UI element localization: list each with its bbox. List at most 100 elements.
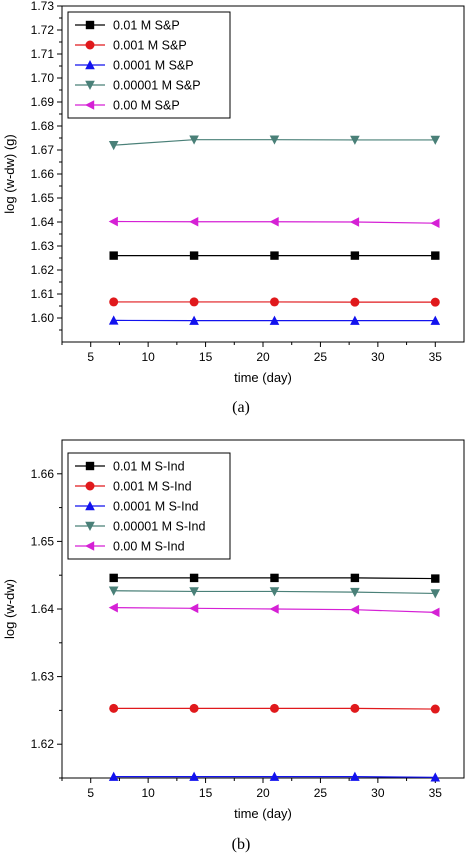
chart-b-y-axis-label: log (w-dw) <box>2 579 17 639</box>
chart-a-series-4-point <box>108 216 118 227</box>
chart-b-series-0-point <box>270 573 279 583</box>
chart-b-x-tick-label: 20 <box>256 786 270 800</box>
chart-b-series-2-point <box>108 771 119 781</box>
chart-a-series-0-point <box>189 251 199 260</box>
chart-b-x-tick-label: 5 <box>87 786 94 800</box>
chart-a-series-1-point <box>189 297 199 307</box>
chart-b-series-2-point <box>269 771 280 781</box>
chart-a-series-3-point <box>350 135 360 145</box>
chart-b-series-4-point <box>189 603 199 614</box>
chart-b-series-1-point <box>189 703 199 713</box>
chart-b-x-tick-label: 35 <box>429 786 443 800</box>
chart-b-series-3-point <box>189 587 199 597</box>
chart-b-y-tick-label: 1.63 <box>31 670 55 684</box>
chart-b-y-tick-label: 1.62 <box>31 737 55 751</box>
chart-a-series-4-point <box>189 216 199 227</box>
chart-a-series-4-point <box>269 216 279 227</box>
chart-a-series-1-point <box>350 297 360 307</box>
chart-b-series-2-point <box>189 771 199 781</box>
chart-a-legend-swatch-marker <box>85 100 95 110</box>
chart-b-legend-swatch-marker <box>85 481 95 491</box>
chart-b-legend-swatch-marker <box>85 461 95 471</box>
chart-b-series-4-point <box>108 602 118 613</box>
chart-b-series-1-point <box>430 704 440 714</box>
chart-a-series-1-point <box>430 297 440 307</box>
chart-b-y-tick-label: 1.66 <box>31 467 55 481</box>
chart-a-legend-swatch-marker <box>85 60 95 70</box>
chart-a-y-tick-label: 1.70 <box>31 71 55 85</box>
chart-a-y-tick-label: 1.61 <box>31 287 55 301</box>
chart-a-series-0-point <box>431 251 440 260</box>
chart-a-series-2-point <box>108 315 119 325</box>
chart-b-series-3-point <box>108 586 119 596</box>
chart-b-series-3-point <box>430 589 441 599</box>
chart-b-y-tick-label: 1.65 <box>31 534 55 548</box>
chart-a-legend-entry: 0.0001 M S&P <box>113 59 194 73</box>
chart-a-series-2-point <box>350 315 360 325</box>
chart-a-series-2-point <box>269 315 280 325</box>
chart-a-x-tick-label: 35 <box>429 350 443 364</box>
chart-a-caption: (a) <box>232 399 250 416</box>
chart-b-y-tick-label: 1.64 <box>31 602 55 616</box>
chart-a-y-tick-label: 1.68 <box>31 119 55 133</box>
chart-b-legend-entry: 0.00 M S-Ind <box>113 540 185 554</box>
chart-a-y-tick-label: 1.69 <box>31 95 55 109</box>
chart-b-legend-swatch-marker <box>85 521 95 531</box>
chart-a-legend-entry: 0.001 M S&P <box>113 39 187 53</box>
chart-b-caption: (b) <box>232 836 251 853</box>
chart-a-y-tick-label: 1.66 <box>31 167 55 181</box>
chart-a-series-2-point <box>189 315 199 325</box>
chart-a-y-tick-label: 1.67 <box>31 143 55 157</box>
chart-a-series-3-point <box>108 141 119 151</box>
chart-b-x-axis-label: time (day) <box>234 806 292 821</box>
chart-b-series-2-point <box>430 772 441 782</box>
chart-a-x-tick-label: 10 <box>141 350 155 364</box>
chart-b-series-1-point <box>269 703 279 713</box>
chart-b-series-0-point <box>189 573 199 583</box>
chart-a-y-tick-label: 1.64 <box>31 215 55 229</box>
chart-a-series-4-point <box>349 217 360 227</box>
chart-a-legend-entry: 0.01 M S&P <box>113 19 180 33</box>
chart-a-series-0-point <box>109 251 118 260</box>
chart-b-series-3-point <box>350 587 360 598</box>
chart-a-x-tick-label: 15 <box>199 350 213 364</box>
chart-a-series-4-point <box>430 218 440 228</box>
chart-a-y-tick-label: 1.72 <box>31 23 55 37</box>
chart-b-legend-swatch-marker <box>85 501 95 511</box>
chart-a-series-1-point <box>109 297 119 307</box>
chart-b-legend-swatch-marker <box>85 541 95 551</box>
chart-b-x-tick-label: 15 <box>199 786 213 800</box>
chart-a-y-tick-label: 1.60 <box>31 311 55 325</box>
chart-a-legend-swatch-marker <box>85 20 95 30</box>
chart-a-y-tick-label: 1.73 <box>31 0 55 13</box>
chart-a-series-1-point <box>269 297 279 307</box>
chart-a-x-tick-label: 30 <box>371 350 385 364</box>
chart-b-series-1-point <box>109 703 119 713</box>
chart-a-series-3-point <box>430 135 441 145</box>
chart-a-series-2-point <box>430 315 441 325</box>
chart-b-series-4-point <box>430 607 440 618</box>
chart-b-x-tick-label: 30 <box>371 786 385 800</box>
chart-a-panel: 5 10 15 20 25 30 35 1.60 1.61 1.62 1.63 1.64 1.65 1.6… <box>2 0 465 416</box>
chart-a-y-tick-label: 1.62 <box>31 263 55 277</box>
chart-a-y-axis-label: log (w-dw) (g) <box>2 134 17 213</box>
chart-a-series-3-point <box>269 135 280 145</box>
chart-a-x-tick-label: 5 <box>87 350 94 364</box>
chart-a-legend-entry: 0.00 M S&P <box>113 99 180 113</box>
chart-b-x-tick-label: 10 <box>141 786 155 800</box>
chart-a-x-axis-label: time (day) <box>234 370 292 385</box>
chart-a-legend-swatch-marker <box>85 80 95 90</box>
chart-b-x-tick-label: 25 <box>314 786 328 800</box>
chart-a-series-0-point <box>350 251 360 260</box>
chart-b-series-0-point <box>109 573 118 583</box>
chart-b-series-0-point <box>350 573 360 583</box>
chart-b-panel: 5 10 15 20 25 30 35 1.62 1.63 1.64 1.65 1.66 time (d… <box>2 439 465 853</box>
chart-b-series-1-point <box>350 703 360 713</box>
chart-a-series-3-point <box>189 135 199 145</box>
chart-b-series-3-point <box>269 587 280 597</box>
chart-b-legend-entry: 0.0001 M S-Ind <box>113 500 199 514</box>
chart-b-series-4-point <box>269 604 279 614</box>
chart-a-y-tick-label: 1.63 <box>31 239 55 253</box>
chart-a-x-tick-label: 25 <box>314 350 328 364</box>
